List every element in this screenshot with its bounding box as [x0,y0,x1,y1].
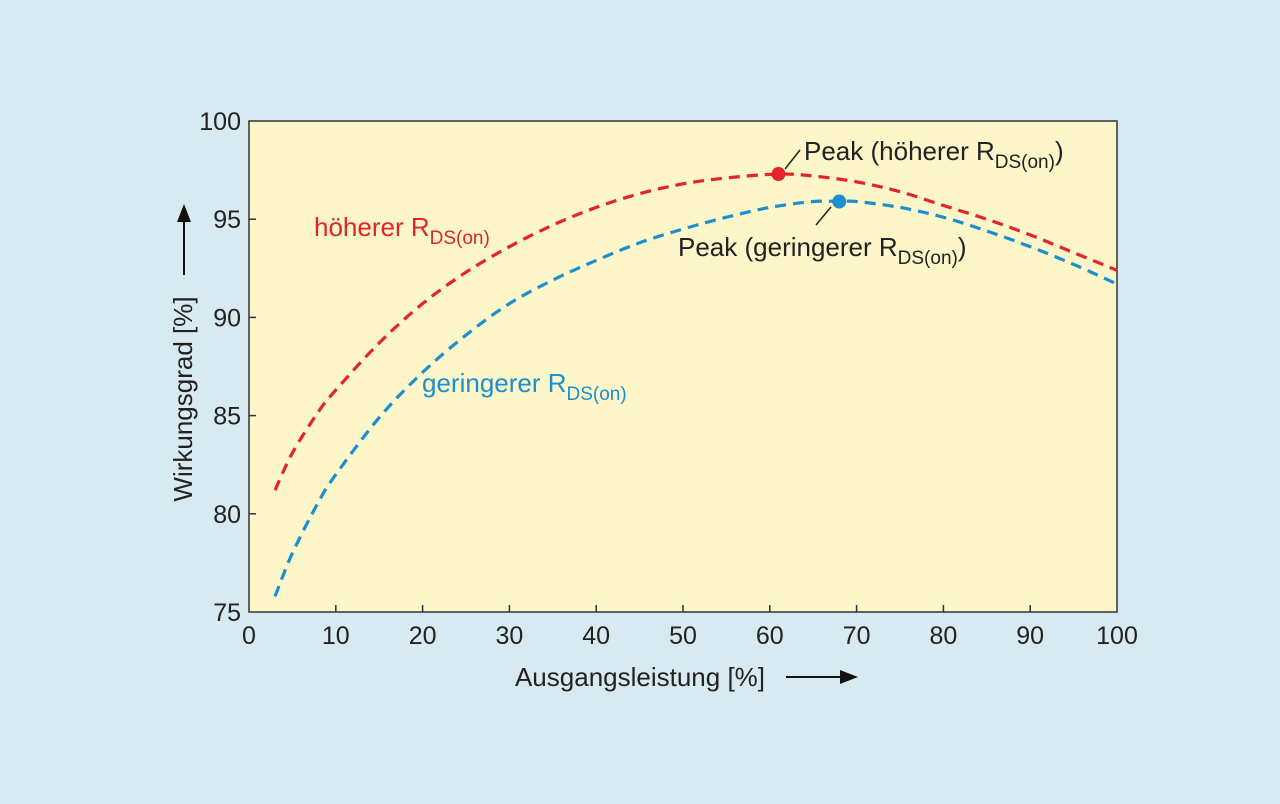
y-tick-label: 75 [213,599,241,627]
peak-low-annotation: Peak (geringerer RDS(on)) [678,232,967,269]
y-axis-arrow-icon [177,204,191,275]
x-tick-label: 10 [322,622,350,650]
y-tick-label: 80 [213,501,241,529]
y-tick-label: 90 [213,304,241,332]
y-tick-label: 85 [213,403,241,431]
x-axis-ticks: 0 10 20 30 40 50 60 70 80 90 100 [242,605,1138,650]
y-tick-label: 100 [199,108,241,136]
series-layer [273,167,1118,597]
peak-high-annotation: Peak (höherer RDS(on)) [804,136,1064,173]
x-tick-label: 30 [495,622,523,650]
series-line-lower [273,199,1118,597]
peak-point-lower [832,194,847,209]
peak-point-higher [771,167,786,182]
x-axis-arrow-icon [786,670,858,684]
x-tick-label: 60 [756,622,784,650]
y-tick-label: 95 [213,206,241,234]
peak-low-leader [815,206,832,226]
plot-area [248,120,1118,613]
series-label-lower: geringerer RDS(on) [422,368,627,405]
peak-high-leader [784,149,801,170]
x-tick-label: 70 [843,622,871,650]
x-tick-label: 50 [669,622,697,650]
x-tick-label: 100 [1096,622,1138,650]
x-tick-label: 0 [242,622,256,650]
x-tick-label: 40 [582,622,610,650]
x-tick-label: 20 [409,622,437,650]
y-axis-label: Wirkungsgrad [%] [168,296,198,501]
x-tick-label: 80 [929,622,957,650]
series-label-higher: höherer RDS(on) [314,212,490,249]
series-line-higher [273,172,1118,491]
y-axis-ticks: 75 80 85 90 95 100 [199,108,256,627]
x-axis-label: Ausgangsleistung [%] [515,662,765,692]
x-tick-label: 90 [1016,622,1044,650]
